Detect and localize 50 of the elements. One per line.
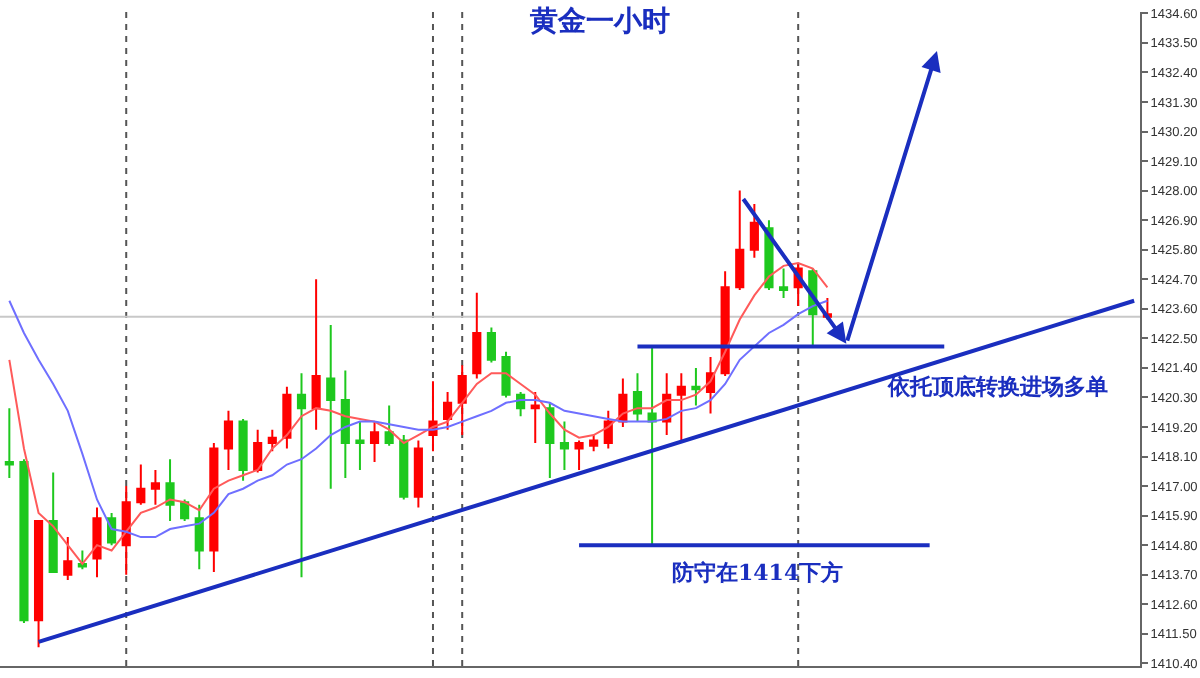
candlestick bbox=[501, 350, 511, 399]
candlestick bbox=[223, 409, 234, 471]
candlestick bbox=[559, 420, 570, 471]
candlestick bbox=[749, 203, 759, 259]
candlestick bbox=[48, 471, 58, 573]
candlestick bbox=[472, 291, 482, 380]
candlestick bbox=[632, 372, 643, 423]
candlestick bbox=[282, 385, 292, 450]
candlestick bbox=[574, 439, 584, 471]
candlestick bbox=[530, 391, 540, 445]
candlestick bbox=[19, 458, 29, 625]
candlestick bbox=[296, 372, 307, 579]
candlestick bbox=[340, 369, 350, 479]
candlestick bbox=[676, 372, 686, 442]
candlestick bbox=[486, 326, 496, 364]
candlestick bbox=[311, 278, 321, 431]
candlestick bbox=[121, 485, 131, 576]
candlestick bbox=[457, 364, 467, 437]
candlestick bbox=[647, 345, 657, 547]
candlestick bbox=[326, 323, 336, 490]
candlestick bbox=[209, 442, 219, 573]
candlestick bbox=[253, 428, 263, 474]
candlestick bbox=[267, 428, 277, 453]
candlestick bbox=[33, 519, 44, 649]
candlestick bbox=[443, 391, 453, 431]
candlestick bbox=[355, 420, 365, 471]
candlestick bbox=[399, 434, 409, 501]
candlestick bbox=[150, 468, 160, 506]
line-series bbox=[8, 262, 829, 565]
line-series bbox=[8, 299, 829, 539]
candlestick bbox=[691, 366, 701, 407]
candlestick bbox=[589, 434, 599, 453]
chart-title: 黄金一小时 bbox=[528, 5, 670, 38]
annotation: 防守在1414下方 bbox=[672, 560, 844, 586]
candlestick bbox=[194, 503, 204, 571]
candlestick bbox=[238, 417, 248, 482]
candlestick bbox=[165, 458, 175, 522]
candlestick bbox=[735, 189, 745, 291]
candlestick bbox=[77, 549, 87, 571]
candlestick bbox=[384, 404, 394, 447]
candlestick bbox=[720, 270, 730, 377]
annotation: 依托顶底转换进场多单 bbox=[886, 374, 1108, 400]
candlestick bbox=[63, 536, 73, 582]
candlestick bbox=[92, 506, 102, 579]
candlestick bbox=[545, 401, 555, 479]
candlestick bbox=[413, 439, 423, 509]
candlestick bbox=[778, 267, 789, 300]
candlestick bbox=[136, 463, 146, 506]
candlestick bbox=[4, 407, 14, 479]
candlestick bbox=[369, 420, 380, 463]
